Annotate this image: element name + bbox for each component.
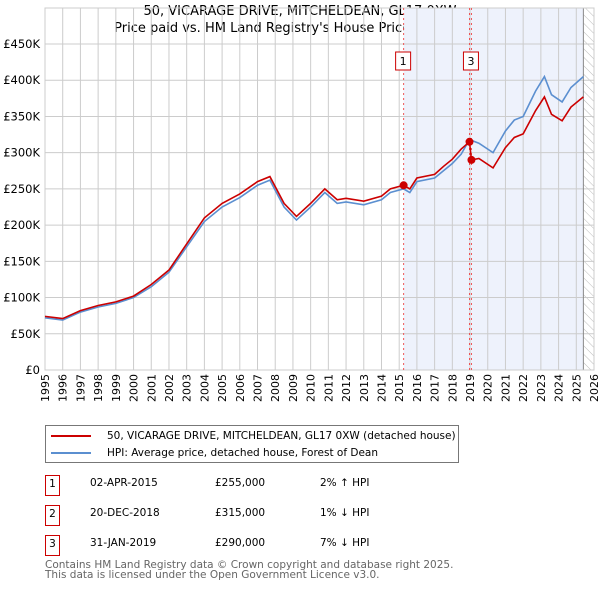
footer-line: This data is licensed under the Open Gov… [45,569,380,581]
x-tick-label: 2010 [305,374,318,402]
x-tick-label: 2019 [464,374,477,402]
sale-hpi-diff: 7% ↓ HPI [320,537,370,549]
x-tick-label: 2007 [252,374,265,402]
sale-row: 3 31-JAN-2019 £290,000 7% ↓ HPI [45,535,465,556]
x-tick-label: 2024 [553,374,566,402]
x-tick-label: 2015 [393,374,406,402]
sale-price: £290,000 [215,537,266,549]
legend-item-hpi: HPI: Average price, detached house, Fore… [51,445,378,461]
x-tick-label: 2022 [517,374,530,402]
y-tick-label: £300K [3,146,40,160]
sale-date: 31-JAN-2019 [90,537,157,549]
sale-point [467,155,476,164]
x-tick-label: 1996 [57,374,70,402]
sale-label: 3 [467,55,474,68]
legend-item-property: 50, VICARAGE DRIVE, MITCHELDEAN, GL17 0X… [51,428,456,444]
sale-hpi-diff: 1% ↓ HPI [320,507,370,519]
x-tick-label: 1999 [110,374,123,402]
x-tick-label: 1997 [74,374,87,402]
sale-marker-box: 2 [45,505,60,526]
x-tick-label: 2005 [216,374,229,402]
x-tick-label: 2003 [181,374,194,402]
sale-marker-box: 3 [45,535,60,556]
footer-line: Contains HM Land Registry data © Crown c… [45,559,454,571]
x-tick-label: 2026 [588,374,600,402]
x-tick-label: 2002 [163,374,176,402]
y-tick-label: £100K [3,291,40,305]
footer: Contains HM Land Registry data © Crown c… [45,559,454,581]
x-tick-label: 2016 [411,374,424,402]
x-tick-label: 2006 [234,374,247,402]
x-tick-label: 2025 [570,374,583,402]
y-tick-label: £350K [3,109,40,123]
x-tick-label: 2018 [446,374,459,402]
sale-price: £255,000 [215,477,266,489]
x-tick-label: 2012 [340,374,353,402]
x-tick-label: 2000 [128,374,141,402]
x-tick-label: 2014 [375,374,388,402]
x-tick-label: 2020 [482,374,495,402]
sale-price: £315,000 [215,507,266,519]
sale-date: 20-DEC-2018 [90,507,160,519]
plot-frame [44,7,595,371]
chart-subtitle: Price paid vs. HM Land Registry's House … [114,21,486,36]
sale-marker-box: 1 [45,475,60,496]
y-tick-label: £150K [3,254,40,268]
x-tick-label: 2009 [287,374,300,402]
legend-label: HPI: Average price, detached house, Fore… [107,447,379,459]
y-tick-label: £400K [3,73,40,87]
sale-point [399,181,408,190]
sale-date: 02-APR-2015 [90,477,158,489]
sale-row: 1 02-APR-2015 £255,000 2% ↑ HPI [45,475,465,496]
sale-label: 1 [400,55,407,68]
y-tick-label: £0 [25,363,40,377]
x-tick-label: 2013 [358,374,371,402]
chart: 1995 1996 1997 1998 1999 2000 2001 2002 2003 2004… [3,7,600,402]
series-line-hpi [44,74,584,321]
sale-label-box [395,51,412,71]
sale-point [465,137,474,146]
x-tick-label: 2021 [499,374,512,402]
legend-line-red [51,435,91,437]
legend-label: 50, VICARAGE DRIVE, MITCHELDEAN, GL17 0X… [107,430,456,442]
sale-row: 2 20-DEC-2018 £315,000 1% ↓ HPI [45,505,465,526]
series-line-property [44,95,584,320]
legend: 50, VICARAGE DRIVE, MITCHELDEAN, GL17 0X… [45,425,459,463]
sale-label-box [462,51,479,71]
x-tick-label: 1995 [39,374,52,402]
y-tick-label: £450K [3,37,40,51]
y-tick-label: £200K [3,218,40,232]
y-tick-label: £50K [11,327,41,341]
x-tick-label: 2023 [535,374,548,402]
x-tick-label: 2008 [269,374,282,402]
x-tick-label: 2017 [429,374,442,402]
x-tick-label: 2004 [198,374,211,402]
x-tick-label: 2001 [145,374,158,402]
x-tick-label: 1998 [92,374,105,402]
legend-line-blue [51,452,91,454]
y-tick-label: £250K [3,182,40,196]
x-tick-label: 2011 [322,374,335,402]
sale-hpi-diff: 2% ↑ HPI [320,477,370,489]
